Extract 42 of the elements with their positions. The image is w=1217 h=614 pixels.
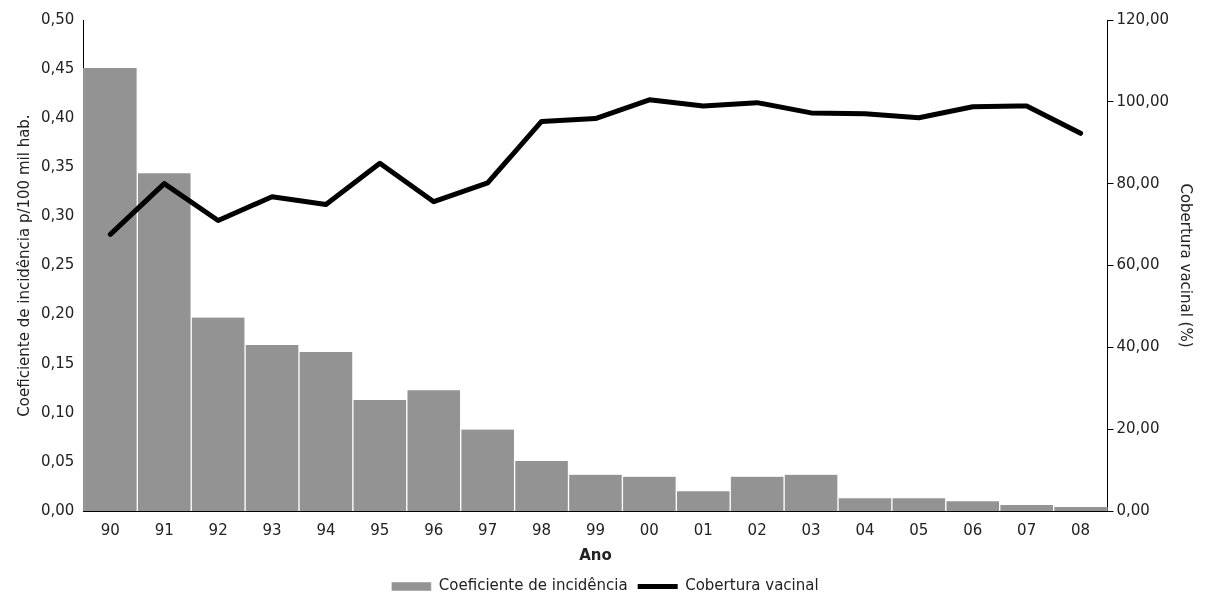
- y-tick-label: 0,25: [40, 255, 75, 274]
- legend-label: Cobertura vacinal: [685, 576, 819, 595]
- y-tick-label: 0,15: [40, 353, 75, 372]
- x-tick-label: 93: [262, 520, 282, 539]
- x-tick-label: 03: [801, 520, 821, 539]
- y2-tick-label: 20,00: [1116, 419, 1160, 438]
- x-tick-label: 95: [370, 520, 390, 539]
- y-axis-title: Coeficiente de incidência p/100 mil hab.: [14, 114, 33, 417]
- x-tick-label: 92: [208, 520, 228, 539]
- y2-tick-label: 80,00: [1116, 173, 1160, 192]
- x-tick-label: 04: [855, 520, 875, 539]
- x-tick-label: 07: [1017, 520, 1037, 539]
- x-tick-label: 08: [1071, 520, 1091, 539]
- y2-tick-label: 0,00: [1116, 500, 1150, 519]
- x-tick-label: 01: [693, 520, 713, 539]
- y-tick-label: 0,40: [40, 108, 75, 127]
- x-tick-label: 97: [478, 520, 498, 539]
- y2-tick-label: 40,00: [1116, 337, 1160, 356]
- y2-tick-label: 60,00: [1116, 255, 1160, 274]
- x-tick-label: 02: [747, 520, 767, 539]
- x-tick-label: 94: [316, 520, 336, 539]
- x-tick-label: 00: [639, 520, 659, 539]
- y-tick-label: 0,05: [40, 451, 75, 470]
- y2-tick-label: 100,00: [1116, 91, 1170, 110]
- x-axis-title: Ano: [579, 545, 612, 564]
- x-tick-label: 06: [963, 520, 983, 539]
- y-tick-label: 0,50: [40, 9, 75, 28]
- x-tick-label: 91: [154, 520, 174, 539]
- x-tick-label: 05: [909, 520, 929, 539]
- x-tick-label: 99: [585, 520, 605, 539]
- x-tick-label: 98: [532, 520, 552, 539]
- y-tick-label: 0,10: [40, 402, 75, 421]
- x-tick-label: 96: [424, 520, 444, 539]
- legend-label: Coeficiente de incidência: [438, 576, 628, 595]
- y-tick-label: 0,45: [40, 58, 75, 77]
- y2-tick-label: 120,00: [1116, 9, 1170, 28]
- y-tick-label: 0,30: [40, 206, 75, 225]
- y2-axis-title: Cobertura vacinal (%): [1177, 183, 1196, 348]
- y-tick-label: 0,20: [40, 304, 75, 323]
- y-tick-label: 0,00: [40, 500, 75, 519]
- x-tick-label: 90: [100, 520, 120, 539]
- y-tick-label: 0,35: [40, 157, 75, 176]
